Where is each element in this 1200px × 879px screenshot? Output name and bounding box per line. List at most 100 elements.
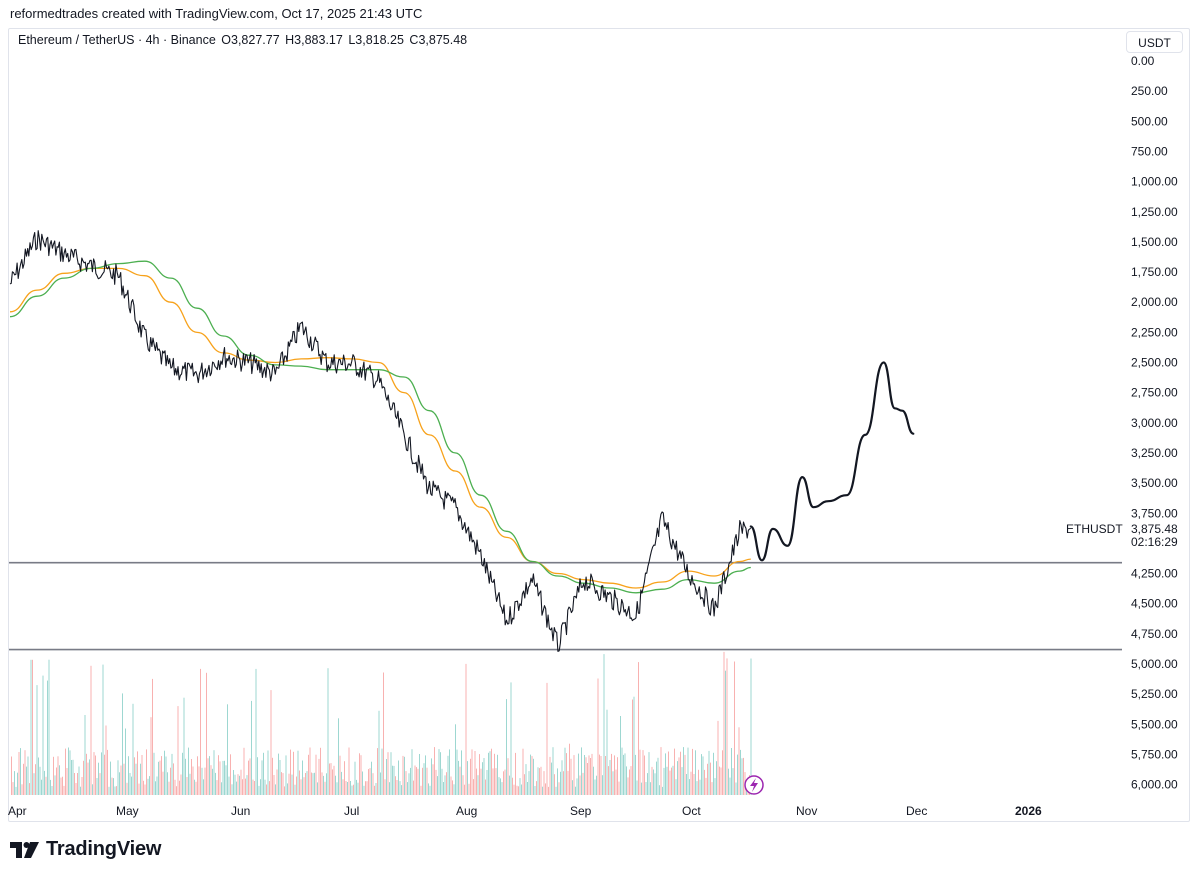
volume-bar <box>506 699 507 795</box>
volume-bar <box>305 773 306 795</box>
volume-bar <box>645 782 647 795</box>
volume-bar <box>429 785 431 795</box>
volume-bar <box>377 748 378 795</box>
volume-bar <box>81 777 83 795</box>
volume-bar <box>291 774 293 795</box>
lightning-icon[interactable] <box>744 775 764 795</box>
volume-bar <box>18 752 20 795</box>
volume-bar <box>726 658 728 795</box>
volume-bar <box>546 682 548 795</box>
volume-bar <box>611 753 612 795</box>
volume-bar <box>533 758 534 795</box>
volume-bar <box>239 775 240 795</box>
volume-bar <box>657 757 659 795</box>
volume-bar <box>165 756 167 795</box>
volume-bar <box>554 774 555 795</box>
volume-bar <box>719 766 720 795</box>
x-tick-label: Jul <box>344 804 359 818</box>
volume-bar <box>632 699 633 795</box>
volume-bar <box>323 775 324 795</box>
volume-bar <box>128 756 129 795</box>
volume-bar <box>51 786 53 795</box>
volume-bar <box>318 758 320 795</box>
volume-bar <box>396 780 398 795</box>
volume-bar <box>722 750 723 795</box>
volume-bar <box>309 747 311 795</box>
volume-bar <box>366 781 368 795</box>
volume-bar <box>219 761 221 795</box>
volume-bar <box>641 782 642 795</box>
volume-bar <box>497 754 498 795</box>
volume-bar <box>105 725 107 795</box>
volume-bar <box>446 772 447 795</box>
volume-bar <box>557 768 558 795</box>
y-tick-label: 1,500.00 <box>1131 235 1178 249</box>
volume-bar <box>425 755 426 795</box>
volume-bar <box>398 760 399 795</box>
volume-bar <box>285 755 287 795</box>
volume-bar <box>252 779 254 795</box>
volume-bar <box>152 678 153 795</box>
volume-bar <box>378 710 380 795</box>
fast-moving-average-line[interactable] <box>9 267 751 589</box>
volume-bar <box>728 768 729 795</box>
volume-bar <box>417 768 419 795</box>
volume-bar <box>717 720 719 795</box>
currency-selector[interactable]: USDT <box>1126 31 1183 53</box>
projection-line[interactable] <box>749 361 915 562</box>
volume-bar <box>29 783 30 795</box>
volume-bar <box>336 782 338 795</box>
volume-bar <box>464 784 465 795</box>
volume-bar <box>716 761 717 795</box>
volume-bar <box>651 766 653 795</box>
volume-bar <box>83 760 84 795</box>
volume-bar <box>182 752 183 795</box>
volume-bar <box>399 781 401 795</box>
x-tick-label: Oct <box>682 804 701 818</box>
volume-bar <box>195 781 197 795</box>
volume-bar <box>168 781 170 795</box>
volume-bar <box>600 756 602 795</box>
volume-bar <box>264 779 266 795</box>
volume-bar <box>537 767 539 795</box>
volume-bar <box>260 779 261 795</box>
volume-bar <box>548 786 549 795</box>
volume-bar <box>483 758 485 795</box>
volume-bar <box>270 690 272 795</box>
volume-bar <box>453 784 455 795</box>
volume-bar <box>159 760 161 795</box>
volume-bar <box>741 758 743 795</box>
volume-bar <box>569 743 570 795</box>
volume-bar <box>536 781 537 795</box>
volume-bar <box>125 728 126 795</box>
volume-bar <box>213 750 215 795</box>
volume-bar <box>87 762 89 795</box>
volume-bar <box>153 752 155 795</box>
volume-bar <box>407 782 408 795</box>
brand[interactable]: TradingView <box>10 838 161 861</box>
volume-bar <box>206 672 207 795</box>
slow-moving-average-line[interactable] <box>9 260 751 594</box>
volume-bar <box>56 767 57 795</box>
volume-bar <box>687 747 689 795</box>
price-line[interactable] <box>9 230 752 652</box>
volume-bar <box>450 776 452 795</box>
volume-bar <box>287 783 288 795</box>
volume-bar <box>110 761 111 795</box>
ticker-price: 3,875.48 <box>1131 522 1178 536</box>
volume-bar <box>740 749 741 795</box>
volume-bar <box>104 754 105 795</box>
x-tick-label: Sep <box>570 804 592 818</box>
volume-bar <box>495 768 497 795</box>
volume-bar <box>233 770 234 795</box>
volume-bar <box>347 782 348 795</box>
volume-bar <box>143 780 144 795</box>
volume-bar <box>384 779 386 795</box>
volume-bar <box>629 769 630 795</box>
volume-bar <box>95 755 96 795</box>
volume-bar <box>341 771 342 795</box>
y-tick-label: 1,000.00 <box>1131 175 1178 189</box>
volume-bar <box>42 675 44 795</box>
volume-bar <box>644 755 645 795</box>
